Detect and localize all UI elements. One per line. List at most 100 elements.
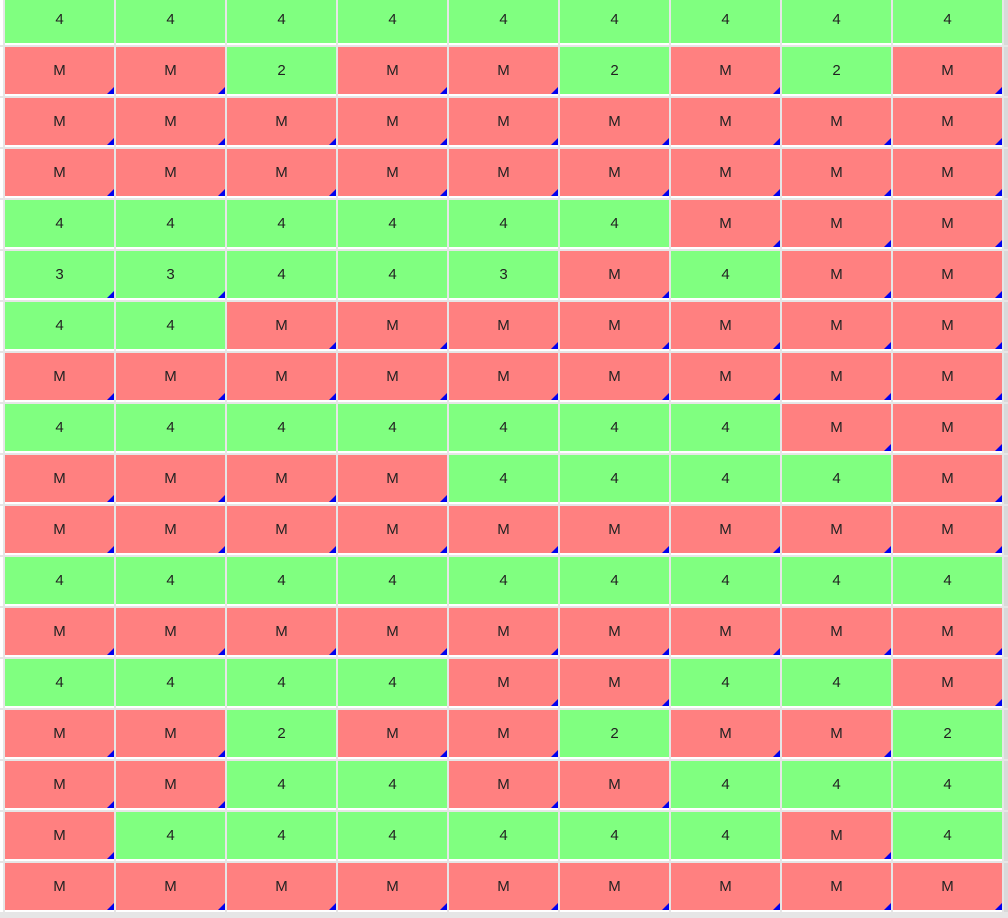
grid-cell[interactable]: 4 xyxy=(782,555,891,606)
grid-cell[interactable]: 4 xyxy=(227,0,336,45)
grid-cell[interactable]: M xyxy=(671,606,780,657)
grid-cell[interactable]: M xyxy=(671,45,780,96)
grid-cell[interactable]: M xyxy=(338,606,447,657)
grid-cell[interactable]: M xyxy=(227,147,336,198)
grid-cell[interactable]: M xyxy=(893,198,1002,249)
grid-cell[interactable]: M xyxy=(227,861,336,912)
grid-cell[interactable]: M xyxy=(782,249,891,300)
grid-cell[interactable]: 4 xyxy=(227,249,336,300)
grid-cell[interactable]: M xyxy=(671,96,780,147)
grid-cell[interactable]: M xyxy=(449,606,558,657)
grid-cell[interactable]: 4 xyxy=(116,198,225,249)
grid-cell[interactable]: 4 xyxy=(338,657,447,708)
grid-cell[interactable]: M xyxy=(782,708,891,759)
grid-cell[interactable]: M xyxy=(5,45,114,96)
grid-cell[interactable]: M xyxy=(338,45,447,96)
grid-cell[interactable]: 4 xyxy=(338,249,447,300)
grid-cell[interactable]: M xyxy=(227,504,336,555)
grid-cell[interactable]: M xyxy=(338,708,447,759)
grid-cell[interactable]: M xyxy=(116,96,225,147)
grid-cell[interactable]: 4 xyxy=(671,453,780,504)
grid-cell[interactable]: M xyxy=(5,96,114,147)
grid-cell[interactable]: M xyxy=(338,861,447,912)
grid-cell[interactable]: M xyxy=(893,453,1002,504)
grid-cell[interactable]: M xyxy=(671,147,780,198)
grid-cell[interactable]: 4 xyxy=(5,657,114,708)
grid-cell[interactable]: M xyxy=(5,708,114,759)
grid-cell[interactable]: 4 xyxy=(338,0,447,45)
grid-cell[interactable]: 4 xyxy=(227,810,336,861)
grid-cell[interactable]: M xyxy=(338,453,447,504)
grid-cell[interactable]: M xyxy=(560,504,669,555)
grid-cell[interactable]: 3 xyxy=(449,249,558,300)
grid-cell[interactable]: M xyxy=(5,351,114,402)
grid-cell[interactable]: 4 xyxy=(671,402,780,453)
grid-cell[interactable]: 4 xyxy=(5,0,114,45)
grid-cell[interactable]: 4 xyxy=(782,759,891,810)
grid-cell[interactable]: 4 xyxy=(782,0,891,45)
grid-cell[interactable]: 4 xyxy=(782,657,891,708)
grid-cell[interactable]: M xyxy=(560,249,669,300)
grid-cell[interactable]: 4 xyxy=(449,810,558,861)
grid-cell[interactable]: M xyxy=(560,657,669,708)
grid-cell[interactable]: 4 xyxy=(671,810,780,861)
grid-cell[interactable]: 4 xyxy=(338,810,447,861)
grid-cell[interactable]: M xyxy=(782,402,891,453)
grid-cell[interactable]: 4 xyxy=(338,198,447,249)
grid-cell[interactable]: M xyxy=(893,861,1002,912)
grid-cell[interactable]: M xyxy=(671,504,780,555)
grid-cell[interactable]: M xyxy=(893,300,1002,351)
grid-cell[interactable]: M xyxy=(893,351,1002,402)
grid-cell[interactable]: M xyxy=(116,504,225,555)
grid-cell[interactable]: M xyxy=(449,45,558,96)
grid-cell[interactable]: M xyxy=(671,198,780,249)
grid-cell[interactable]: M xyxy=(5,759,114,810)
grid-cell[interactable]: 2 xyxy=(560,708,669,759)
grid-cell[interactable]: 4 xyxy=(560,402,669,453)
grid-cell[interactable]: M xyxy=(782,606,891,657)
grid-cell[interactable]: 4 xyxy=(116,657,225,708)
grid-cell[interactable]: M xyxy=(782,96,891,147)
grid-cell[interactable]: M xyxy=(782,504,891,555)
grid-cell[interactable]: 4 xyxy=(5,555,114,606)
grid-cell[interactable]: M xyxy=(5,861,114,912)
grid-cell[interactable]: M xyxy=(227,351,336,402)
grid-cell[interactable]: M xyxy=(449,96,558,147)
grid-cell[interactable]: M xyxy=(5,810,114,861)
grid-cell[interactable]: 4 xyxy=(449,453,558,504)
grid-cell[interactable]: M xyxy=(782,198,891,249)
grid-cell[interactable]: M xyxy=(227,606,336,657)
grid-cell[interactable]: M xyxy=(338,351,447,402)
grid-cell[interactable]: 3 xyxy=(116,249,225,300)
grid-cell[interactable]: 2 xyxy=(227,708,336,759)
grid-cell[interactable]: M xyxy=(560,606,669,657)
grid-cell[interactable]: M xyxy=(449,147,558,198)
grid-cell[interactable]: 4 xyxy=(893,810,1002,861)
grid-cell[interactable]: 4 xyxy=(116,810,225,861)
grid-cell[interactable]: M xyxy=(560,300,669,351)
grid-cell[interactable]: M xyxy=(116,45,225,96)
grid-cell[interactable]: 4 xyxy=(338,402,447,453)
grid-cell[interactable]: M xyxy=(5,147,114,198)
grid-cell[interactable]: 4 xyxy=(560,198,669,249)
grid-cell[interactable]: 4 xyxy=(449,198,558,249)
grid-cell[interactable]: M xyxy=(5,453,114,504)
grid-cell[interactable]: M xyxy=(893,504,1002,555)
grid-cell[interactable]: M xyxy=(893,45,1002,96)
grid-cell[interactable]: 4 xyxy=(227,402,336,453)
grid-cell[interactable]: M xyxy=(338,300,447,351)
grid-cell[interactable]: M xyxy=(227,453,336,504)
grid-cell[interactable]: 4 xyxy=(893,759,1002,810)
grid-cell[interactable]: M xyxy=(338,504,447,555)
grid-cell[interactable]: M xyxy=(449,351,558,402)
grid-cell[interactable]: 4 xyxy=(671,555,780,606)
grid-cell[interactable]: M xyxy=(893,96,1002,147)
grid-cell[interactable]: 2 xyxy=(227,45,336,96)
grid-cell[interactable]: M xyxy=(116,453,225,504)
grid-cell[interactable]: 2 xyxy=(782,45,891,96)
grid-cell[interactable]: M xyxy=(893,147,1002,198)
grid-cell[interactable]: 4 xyxy=(116,300,225,351)
grid-cell[interactable]: M xyxy=(116,708,225,759)
grid-cell[interactable]: 4 xyxy=(227,759,336,810)
grid-cell[interactable]: 4 xyxy=(449,0,558,45)
